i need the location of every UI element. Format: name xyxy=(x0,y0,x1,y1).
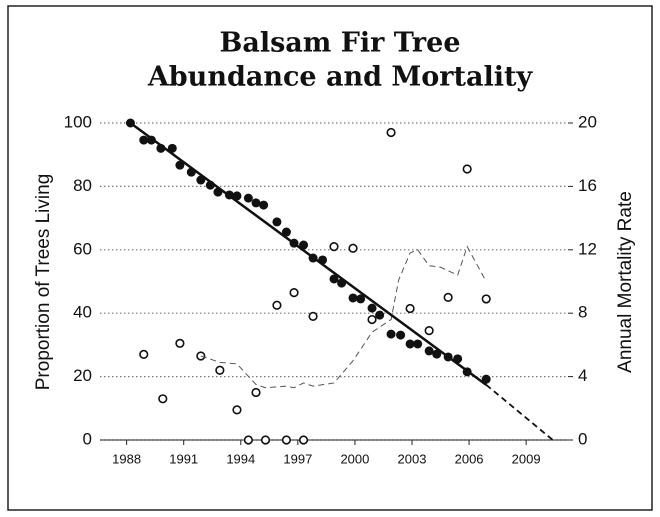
point xyxy=(443,292,453,302)
frame xyxy=(7,5,653,511)
x-tick-label: 2000 xyxy=(340,451,369,466)
x-tick-label: 2003 xyxy=(398,451,427,466)
point xyxy=(308,311,318,321)
point xyxy=(243,193,253,203)
x-tick-label: 1997 xyxy=(283,451,312,466)
x-tick-label: 2009 xyxy=(512,451,541,466)
point xyxy=(139,349,149,360)
point xyxy=(329,274,339,284)
x-tick-label: 1991 xyxy=(169,451,198,466)
x-tick-label: 1988 xyxy=(112,451,141,466)
y2-tick-label: 0 xyxy=(578,429,587,448)
point xyxy=(367,314,377,325)
point xyxy=(356,294,366,304)
point xyxy=(462,164,472,174)
point xyxy=(175,338,185,348)
point xyxy=(260,435,271,445)
point xyxy=(281,227,291,237)
y-tick-label: 80 xyxy=(73,176,92,195)
point xyxy=(481,374,491,384)
line xyxy=(485,384,554,441)
y2-tick-label: 12 xyxy=(578,239,597,258)
point xyxy=(481,294,491,304)
point xyxy=(413,339,423,349)
y2-tick-label: 20 xyxy=(578,112,597,131)
chart-title: Abundance and Mortality xyxy=(147,62,534,93)
point xyxy=(396,330,406,340)
point xyxy=(139,135,149,145)
point xyxy=(281,435,292,445)
y-tick-label: 60 xyxy=(73,239,92,258)
x-tick-label: 1994 xyxy=(226,451,255,466)
chart-title: Balsam Fir Tree xyxy=(220,28,461,59)
y-tick-label: 0 xyxy=(83,429,92,448)
point xyxy=(158,394,168,404)
point xyxy=(251,387,261,398)
point xyxy=(348,243,358,253)
point xyxy=(386,329,396,339)
line xyxy=(200,245,487,389)
point xyxy=(243,435,253,445)
y2-tick-label: 16 xyxy=(578,176,597,195)
point xyxy=(259,200,269,210)
x-tick-label: 2006 xyxy=(455,451,484,466)
line xyxy=(129,121,487,386)
y-axis-label: Proportion of Trees Living xyxy=(33,174,54,391)
point xyxy=(367,303,377,313)
point xyxy=(272,300,282,310)
point xyxy=(386,127,396,138)
y2-tick-label: 4 xyxy=(578,366,587,385)
point xyxy=(298,435,309,445)
y2-axis-label: Annual Mortality Rate xyxy=(615,191,636,373)
point xyxy=(405,339,415,349)
point xyxy=(272,217,282,227)
point xyxy=(329,242,339,252)
y-tick-label: 100 xyxy=(64,112,92,131)
point xyxy=(424,346,434,356)
point xyxy=(232,191,242,201)
point xyxy=(432,349,442,359)
point xyxy=(375,310,385,320)
y2-tick-label: 8 xyxy=(578,303,587,322)
point xyxy=(251,198,261,208)
point xyxy=(289,287,299,298)
point xyxy=(175,160,185,170)
y-tick-label: 40 xyxy=(73,303,92,322)
point xyxy=(405,303,415,314)
point xyxy=(348,293,358,303)
point xyxy=(215,365,225,375)
y-tick-label: 20 xyxy=(73,366,92,385)
point xyxy=(232,405,242,415)
point xyxy=(424,326,434,336)
